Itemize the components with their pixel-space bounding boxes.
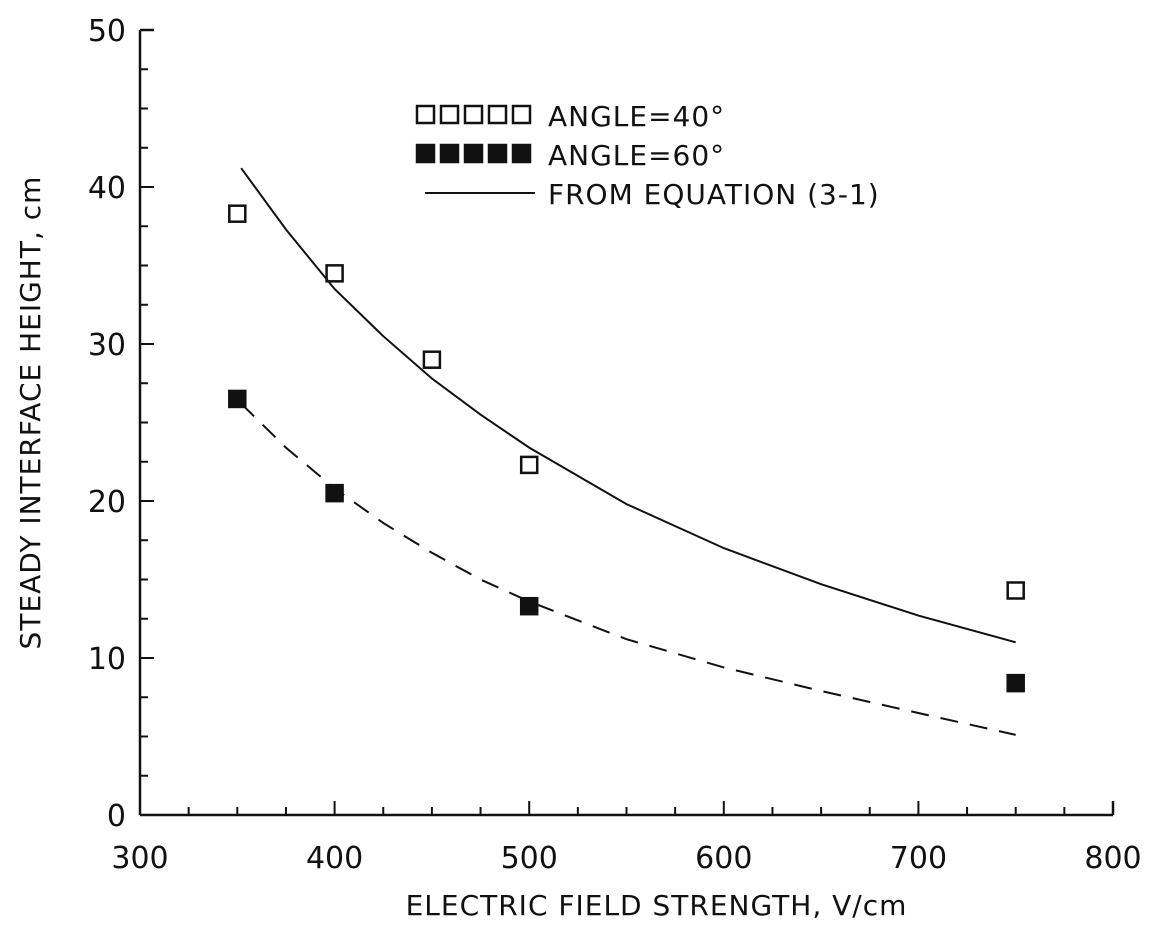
legend-open-square [415,104,436,125]
legend-open-square [487,104,508,125]
legend-filled-square [487,143,508,164]
y-tick-label: 10 [88,642,126,677]
legend-filled-square [511,143,532,164]
y-tick-label: 20 [88,485,126,520]
y-axis-label: STEADY INTERFACE HEIGHT, cm [14,176,47,650]
legend-label-equation: FROM EQUATION (3-1) [548,178,880,211]
x-tick-labels: 300 400 500 600 700 800 [111,841,1141,876]
x-tick-label: 700 [890,841,947,876]
legend-filled-square [463,143,484,164]
legend-label-angle-40: ANGLE=40° [548,100,725,133]
data-point-angle-60 [228,389,247,409]
dashed-fit-curve [240,402,1016,736]
legend-label-angle-60: ANGLE=60° [548,139,725,172]
legend-open-square [439,104,460,125]
y-tick-label: 30 [88,328,126,363]
y-tick-label: 0 [107,799,126,834]
x-tick-label: 600 [695,841,752,876]
x-axis-label: ELECTRIC FIELD STRENGTH, V/cm [406,889,908,922]
legend: ANGLE=40° ANGLE=60° FROM EQUATION (3-1) [415,100,880,211]
x-tick-label: 800 [1084,841,1141,876]
x-tick-label: 300 [111,841,168,876]
y-tick-label: 50 [88,14,126,49]
legend-swatch-open-squares [415,104,532,125]
legend-open-square [463,104,484,125]
x-tick-label: 500 [501,841,558,876]
x-tick-label: 400 [306,841,363,876]
legend-filled-square [439,143,460,164]
data-point-angle-40 [422,350,442,369]
legend-filled-square [415,143,436,164]
data-point-angle-40 [325,264,344,283]
axes [138,28,1115,817]
y-tick-labels: 0 10 20 30 40 50 [88,14,126,834]
data-point-angle-40 [228,204,247,223]
y-ticks [140,29,154,816]
data-point-angle-40 [519,455,539,475]
legend-open-square [511,104,532,125]
y-tick-label: 40 [88,171,126,206]
data-point-angle-40 [1006,581,1025,600]
x-ticks [139,801,1114,815]
solid-fit-curve [240,167,1016,644]
data-point-angle-60 [1006,673,1025,693]
legend-swatch-filled-squares [415,143,532,164]
series-layer [228,167,1025,736]
data-point-angle-60 [519,596,539,616]
